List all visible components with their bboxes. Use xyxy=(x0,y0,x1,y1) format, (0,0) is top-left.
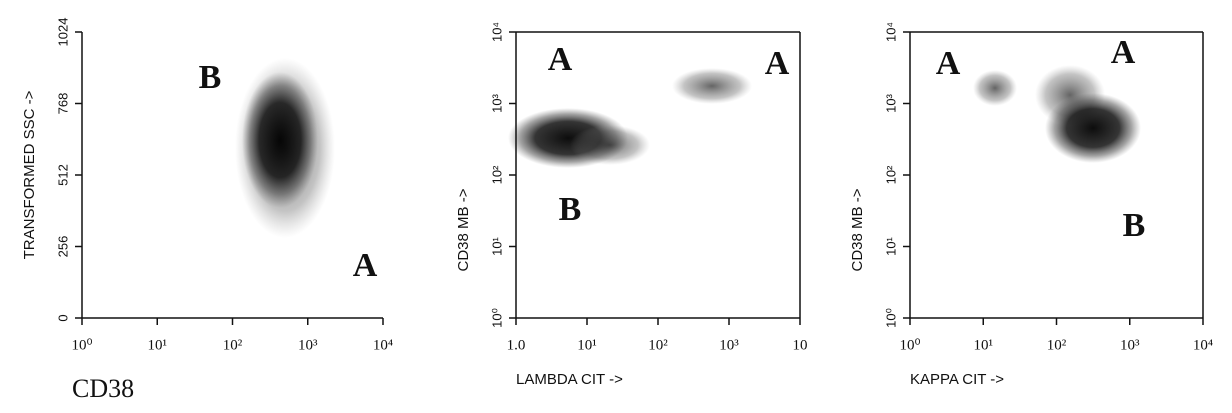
x-tick-label: 10⁰ xyxy=(899,337,920,353)
population-label: A xyxy=(936,45,961,82)
y-tick-label: 768 xyxy=(55,93,70,115)
y-tick-label: 256 xyxy=(55,236,70,258)
y-tick-label: 1024 xyxy=(55,18,70,47)
y-tick-label: 10⁴ xyxy=(883,22,898,42)
y-tick-label: 10⁰ xyxy=(883,308,898,328)
x-tick-label: 10⁴ xyxy=(1193,337,1213,353)
x-tick-label: 10² xyxy=(648,337,668,353)
y-axis-label: TRANSFORMED SSC -> xyxy=(21,90,38,259)
y-axis-label: CD38 MB -> xyxy=(455,188,472,271)
x-tick-label: 10⁴ xyxy=(373,337,393,353)
x-tick-label: 10² xyxy=(1047,337,1067,353)
y-axis-label: CD38 MB -> xyxy=(849,188,866,271)
x-tick-label: 10³ xyxy=(719,337,739,353)
x-tick-label: 10¹ xyxy=(577,337,597,353)
event-clouds xyxy=(235,58,1141,238)
x-tick-label: 10 xyxy=(793,337,808,353)
y-tick-label: 10⁴ xyxy=(489,22,504,42)
x-axis-label: KAPPA CIT -> xyxy=(910,371,1004,388)
x-tick-label: 10³ xyxy=(298,337,318,353)
population-label: A xyxy=(548,41,573,78)
population-label: B xyxy=(199,59,222,96)
y-tick-label: 10³ xyxy=(883,93,898,112)
y-tick-label: 10⁰ xyxy=(489,308,504,328)
population-label: A xyxy=(765,45,790,82)
x-tick-label: 10³ xyxy=(1120,337,1140,353)
x-tick-label: 10¹ xyxy=(148,337,168,353)
population-label: A xyxy=(353,247,378,284)
x-tick-label: 1.0 xyxy=(507,337,526,353)
population-label: B xyxy=(559,191,582,228)
y-tick-label: 10² xyxy=(489,165,504,184)
y-tick-label: 512 xyxy=(55,164,70,186)
x-tick-label: 10⁰ xyxy=(71,337,92,353)
x-axis-label: CD38 xyxy=(72,374,134,403)
x-tick-label: 10² xyxy=(223,337,243,353)
population-label: B xyxy=(1123,207,1146,244)
x-axis-label: LAMBDA CIT -> xyxy=(516,371,623,388)
x-tick-label: 10¹ xyxy=(974,337,994,353)
y-tick-label: 10¹ xyxy=(489,236,504,255)
y-tick-label: 10¹ xyxy=(883,236,898,255)
y-tick-label: 0 xyxy=(55,314,70,321)
y-tick-label: 10² xyxy=(883,165,898,184)
y-tick-label: 10³ xyxy=(489,93,504,112)
population-label: A xyxy=(1111,34,1136,71)
